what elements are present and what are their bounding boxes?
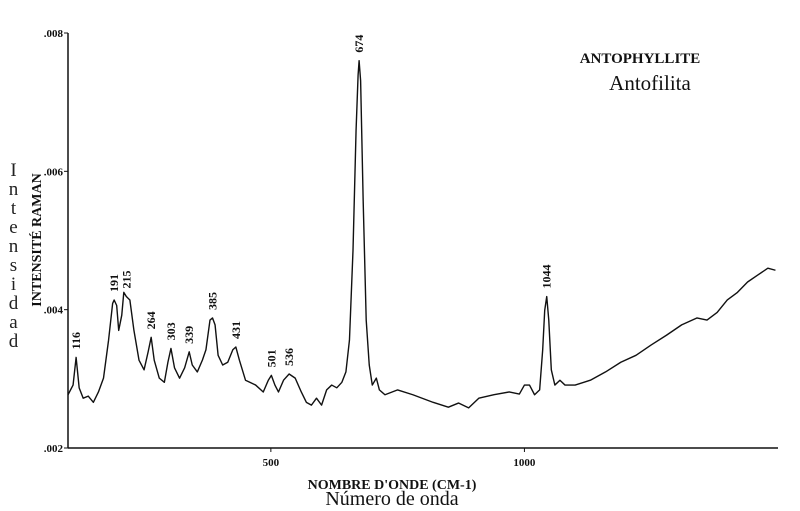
peak-label: 385 [206,292,220,310]
peak-label: 303 [164,322,178,340]
peak-label: 674 [352,35,366,53]
chart-title: ANTOPHYLLITE [580,51,701,67]
peak-label: 339 [182,326,196,344]
x-axis-label: NOMBRE D'ONDE (CM-1) [308,478,477,493]
y-tick-label: .002 [44,443,64,455]
y-tick-label: .006 [44,166,64,178]
peak-label: 264 [144,311,158,329]
y-tick-label: .008 [44,28,64,40]
y-tick-label: .004 [44,305,64,317]
y-axis-label-2: Intensidad [3,160,24,350]
peak-label: 116 [69,332,83,349]
peak-label: 431 [229,321,243,339]
x-axis-label-2: Número de onda [325,488,458,510]
chart-subtitle: Antofilita [609,71,691,95]
peak-label: 501 [264,349,278,367]
peak-label: 1044 [540,265,554,289]
peak-label: 536 [282,348,296,366]
x-tick-label: 500 [263,457,280,469]
peak-label: 215 [119,271,133,289]
peak-label: 191 [107,274,121,292]
spectrum-line [67,59,776,409]
x-tick-label: 1000 [513,457,536,469]
y-axis-label: INTENSITÉ RAMAN [28,173,45,306]
